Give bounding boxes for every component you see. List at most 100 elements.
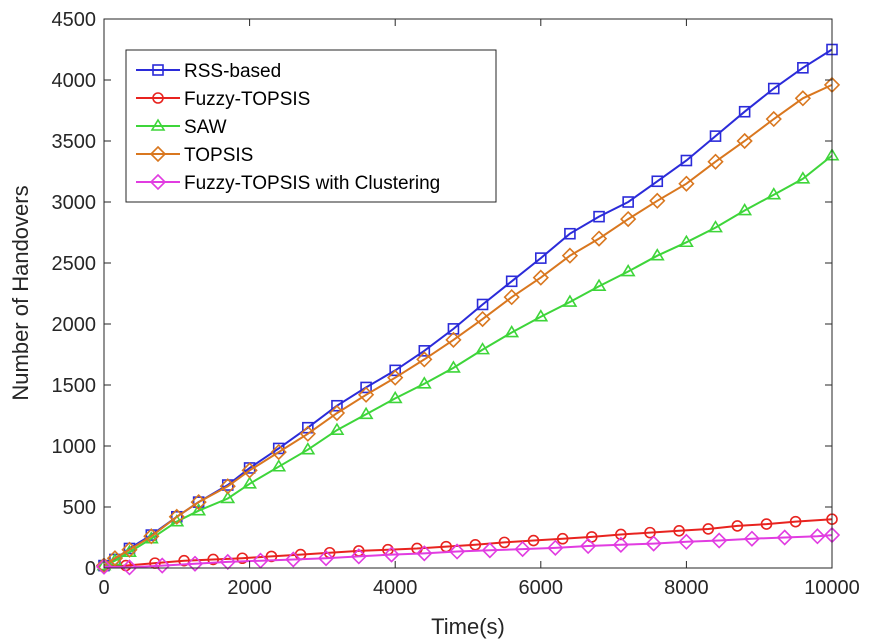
data-point-4-11 [448,543,466,560]
data-point-2-25 [766,187,782,200]
data-point-2-19 [591,278,607,291]
data-point-4-16 [612,536,630,553]
legend-marker-4 [149,173,167,191]
legend-marker-0 [152,64,164,76]
series-2 [96,148,840,571]
data-point-4-2 [154,557,171,574]
data-point-4-8 [350,548,367,565]
data-point-4-0 [95,558,113,575]
data-point-2-11 [358,406,374,420]
data-point-3-24 [736,132,753,150]
data-point-4-18 [678,533,695,550]
data-point-3-16 [503,289,520,306]
data-point-3-4 [168,508,185,525]
data-point-1-16 [556,532,569,545]
data-point-2-6 [220,490,236,504]
data-point-3-15 [474,310,491,328]
x-tick-label-3: 6000 [519,577,564,599]
data-point-4-1 [121,559,138,576]
x-tick-label-2: 4000 [373,577,418,599]
data-point-3-17 [532,269,549,286]
data-point-1-13 [469,539,482,551]
data-point-1-20 [673,524,685,537]
data-point-2-15 [475,342,490,355]
data-point-0-15 [476,298,489,311]
data-point-3-10 [328,404,346,422]
data-point-1-24 [789,515,802,528]
legend-marker-3 [149,145,167,163]
data-point-2-16 [504,324,520,338]
y-tick-label-5: 2500 [52,253,97,275]
y-tick-label-1: 500 [63,497,96,519]
data-point-1-4 [207,553,219,566]
data-point-3-8 [270,443,287,461]
series-line-3 [103,83,833,567]
data-point-0-13 [418,345,431,357]
data-point-3-1 [106,550,124,567]
data-point-2-21 [649,248,665,261]
data-point-3-22 [678,175,695,192]
data-point-3-19 [590,230,608,247]
data-point-0-26 [797,61,809,74]
data-point-3-6 [219,478,236,495]
series-3 [95,76,841,574]
data-point-0-24 [738,105,751,118]
legend-item-3: TOPSIS [136,145,253,166]
data-point-0-5 [192,496,205,508]
data-point-1-19 [644,526,656,539]
data-point-4-22 [809,528,826,545]
legend-item-0: RSS-based [136,61,281,82]
data-point-4-15 [579,537,597,555]
y-tick-label-3: 1500 [52,375,97,397]
data-point-0-17 [534,252,547,264]
data-point-3-7 [241,462,258,479]
legend-box [125,49,497,203]
data-point-1-18 [615,528,627,541]
data-point-0-12 [389,364,402,377]
y-tick-label-6: 3000 [52,192,97,214]
data-point-2-26 [795,171,811,184]
data-point-4-9 [383,546,400,563]
data-point-0-22 [680,154,693,167]
data-point-1-15 [527,534,540,547]
data-point-2-12 [387,390,403,404]
data-point-4-3 [186,555,204,572]
legend-marker-2 [150,118,166,131]
data-point-4-13 [514,540,531,558]
y-tick-label-2: 1000 [52,436,97,458]
data-point-3-9 [299,425,316,442]
data-point-2-5 [191,503,207,516]
legend-label-0: RSS-based [184,61,281,82]
legend-label-1: Fuzzy-TOPSIS [184,89,310,110]
data-point-2-14 [446,360,461,373]
data-point-3-23 [707,153,724,170]
data-point-4-12 [481,542,498,559]
y-tick-label-7: 3500 [52,131,97,153]
x-tick-label-5: 10000 [804,577,860,599]
data-point-1-22 [731,520,744,532]
series-4 [95,526,841,576]
data-point-3-11 [357,386,375,403]
y-tick-label-0: 0 [85,558,96,580]
data-point-2-10 [329,422,345,435]
data-point-2-24 [737,202,753,216]
series-layer [95,43,841,576]
data-point-0-18 [564,227,576,240]
data-point-2-9 [300,442,316,455]
data-point-1-3 [178,554,190,567]
data-point-3-3 [143,528,160,545]
data-point-4-10 [416,545,433,562]
data-point-3-25 [765,110,782,128]
data-point-1-23 [760,518,773,530]
data-point-4-7 [317,550,335,567]
data-point-1-21 [702,523,715,535]
data-point-2-23 [708,220,723,233]
legend-label-2: SAW [184,117,227,138]
data-point-3-5 [190,493,207,511]
legend-marker-1 [152,92,164,104]
data-point-3-13 [416,351,433,368]
y-tick-label-9: 4500 [52,9,97,31]
legend-item-1: Fuzzy-TOPSIS [136,89,310,110]
y-tick-label-8: 4000 [52,70,97,92]
